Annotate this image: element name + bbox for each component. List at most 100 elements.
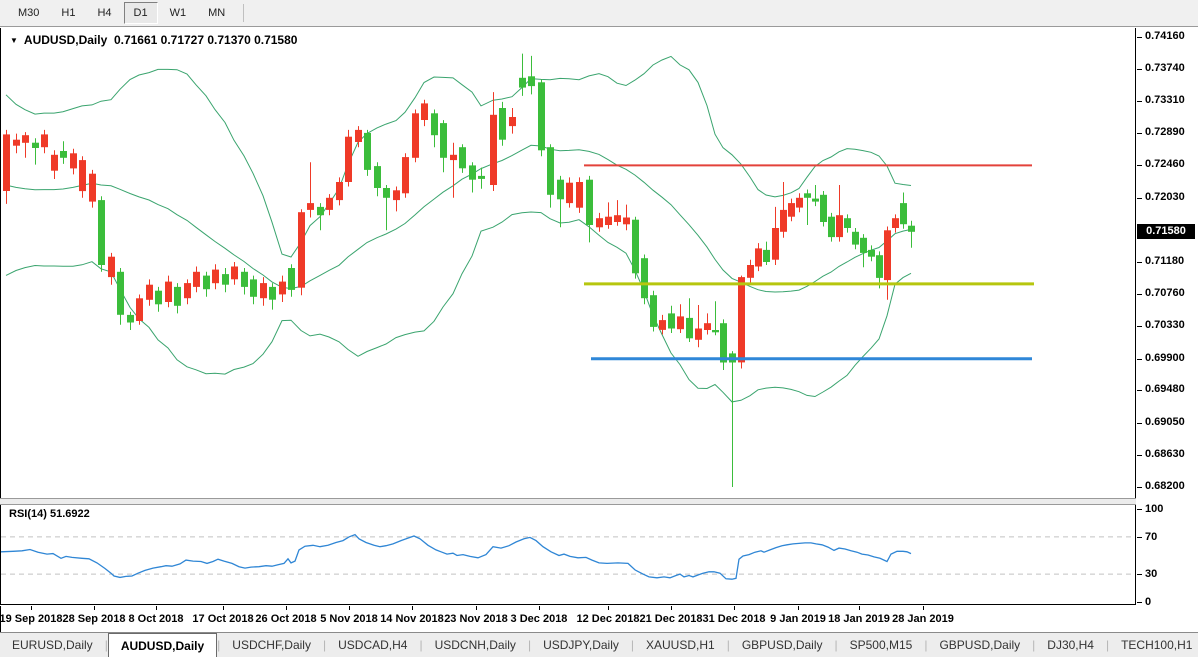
rsi-tick-label: 0 (1145, 596, 1152, 608)
chart-caret-icon[interactable]: ▼ (10, 36, 18, 45)
date-tick-label: 26 Oct 2018 (255, 613, 317, 625)
chart-tab-USDCAD-H4[interactable]: USDCAD,H4 (338, 638, 408, 652)
panel-splitter[interactable] (0, 498, 1136, 505)
candle (269, 283, 276, 310)
timeframe-button-M30[interactable]: M30 (18, 7, 40, 19)
candle (623, 204, 630, 231)
date-tick-label: 23 Nov 2018 (444, 613, 508, 625)
rsi-tick-label: 100 (1145, 503, 1164, 515)
candle (704, 313, 711, 335)
chart-tab-AUDUSD-Daily[interactable]: AUDUSD,Daily (107, 633, 218, 657)
tab-separator: | (1105, 638, 1110, 652)
candle (412, 109, 419, 163)
candle (519, 53, 526, 96)
price-chart[interactable] (1, 28, 1135, 498)
candle (440, 120, 447, 173)
date-tick (923, 606, 924, 610)
candle (900, 192, 907, 229)
chart-tab-GBPUSD-Daily[interactable]: GBPUSD,Daily (939, 638, 1021, 652)
candle (804, 189, 811, 225)
candle (22, 132, 29, 158)
price-tick-label: 0.69050 (1145, 416, 1185, 428)
chart-tab-bar: EURUSD,Daily | AUDUSD,Daily | USDCHF,Daily | U… (0, 632, 1198, 657)
date-tick-label: 8 Oct 2018 (128, 613, 184, 625)
candle (852, 228, 859, 250)
candle (393, 186, 400, 212)
chart-tab-SP500-M15[interactable]: SP500,M15 (849, 638, 913, 652)
candle (596, 212, 603, 232)
candle (212, 264, 219, 290)
price-tick (1137, 37, 1142, 38)
timeframe-button-MN[interactable]: MN (208, 7, 226, 19)
price-tick-label: 0.70330 (1145, 319, 1185, 331)
candle (796, 193, 803, 213)
timeframe-button-H1[interactable]: H1 (61, 7, 76, 19)
price-tick (1137, 423, 1142, 424)
timeframe-button-H4[interactable]: H4 (97, 7, 112, 19)
candle (668, 305, 675, 333)
date-axis[interactable]: 19 Sep 2018 28 Sep 2018 8 Oct 2018 17 Oct 2… (0, 606, 1136, 632)
price-tick (1137, 455, 1142, 456)
candle (605, 202, 612, 229)
candle (383, 185, 390, 231)
price-tick (1137, 359, 1142, 360)
date-tick (671, 606, 672, 610)
chart-tab-EURUSD-Daily[interactable]: EURUSD,Daily (12, 638, 93, 652)
candle (908, 220, 915, 248)
chart-tab-DJ30-H4[interactable]: DJ30,H4 (1047, 638, 1094, 652)
chart-tab-USDCNH-Daily[interactable]: USDCNH,Daily (434, 638, 516, 652)
rsi-tick (1137, 602, 1142, 603)
date-tick (798, 606, 799, 610)
date-tick (476, 606, 477, 610)
date-tick-label: 28 Jan 2019 (892, 613, 954, 625)
chart-tab-USDJPY-Daily[interactable]: USDJPY,Daily (543, 638, 619, 652)
candle (892, 214, 899, 233)
date-tick-label: 3 Dec 2018 (510, 613, 568, 625)
candle (876, 251, 883, 289)
candle (32, 138, 39, 165)
rsi-chart[interactable] (1, 505, 1135, 604)
chart-tab-GBPUSD-Daily[interactable]: GBPUSD,Daily (741, 638, 823, 652)
date-tick-label: 21 Dec 2018 (639, 613, 703, 625)
chart-tab-XAUUSD-H1[interactable]: XAUUSD,H1 (646, 638, 715, 652)
candle (860, 234, 867, 268)
candle (326, 194, 333, 216)
candle (547, 144, 554, 208)
date-tick-label: 19 Sep 2018 (0, 613, 63, 625)
candle (184, 279, 191, 305)
date-tick (349, 606, 350, 610)
candle (41, 129, 48, 154)
rsi-tick (1137, 509, 1142, 510)
candle (165, 275, 172, 308)
tab-separator: | (322, 638, 327, 652)
tab-separator: | (924, 638, 928, 652)
rsi-panel[interactable]: RSI(14) 51.6922 (0, 505, 1136, 605)
candle (836, 185, 843, 242)
price-axis[interactable]: 0.74160 0.73740 0.73310 0.72890 0.72460 0.720… (1137, 28, 1198, 498)
rsi-axis[interactable]: 100 70 30 0 (1137, 503, 1198, 608)
price-tick (1137, 133, 1142, 134)
timeframe-button-W1[interactable]: W1 (169, 7, 187, 19)
chart-tab-USDCHF-Daily[interactable]: USDCHF,Daily (232, 638, 311, 652)
candle (659, 314, 666, 335)
chart-tab-TECH100-H1[interactable]: TECH100,H1 (1121, 638, 1193, 652)
candle (222, 268, 229, 293)
main-chart-panel[interactable]: ▼ AUDUSD,Daily 0.71661 0.71727 0.71370 0.… (0, 28, 1136, 498)
candle (780, 182, 787, 238)
rsi-tick-label: 30 (1145, 568, 1158, 580)
price-tick-label: 0.70760 (1145, 287, 1185, 299)
candle (499, 101, 506, 146)
date-tick-label: 31 Dec 2018 (702, 613, 766, 625)
date-tick-label: 17 Oct 2018 (192, 613, 254, 625)
candle (747, 259, 754, 284)
candle (421, 99, 428, 127)
candle (738, 275, 745, 369)
candle (431, 109, 438, 148)
candle (729, 351, 736, 487)
candle (763, 241, 770, 265)
timeframe-button-D1[interactable]: D1 (123, 2, 158, 24)
date-tick (412, 606, 413, 610)
candle (127, 311, 134, 330)
candle (614, 200, 621, 226)
